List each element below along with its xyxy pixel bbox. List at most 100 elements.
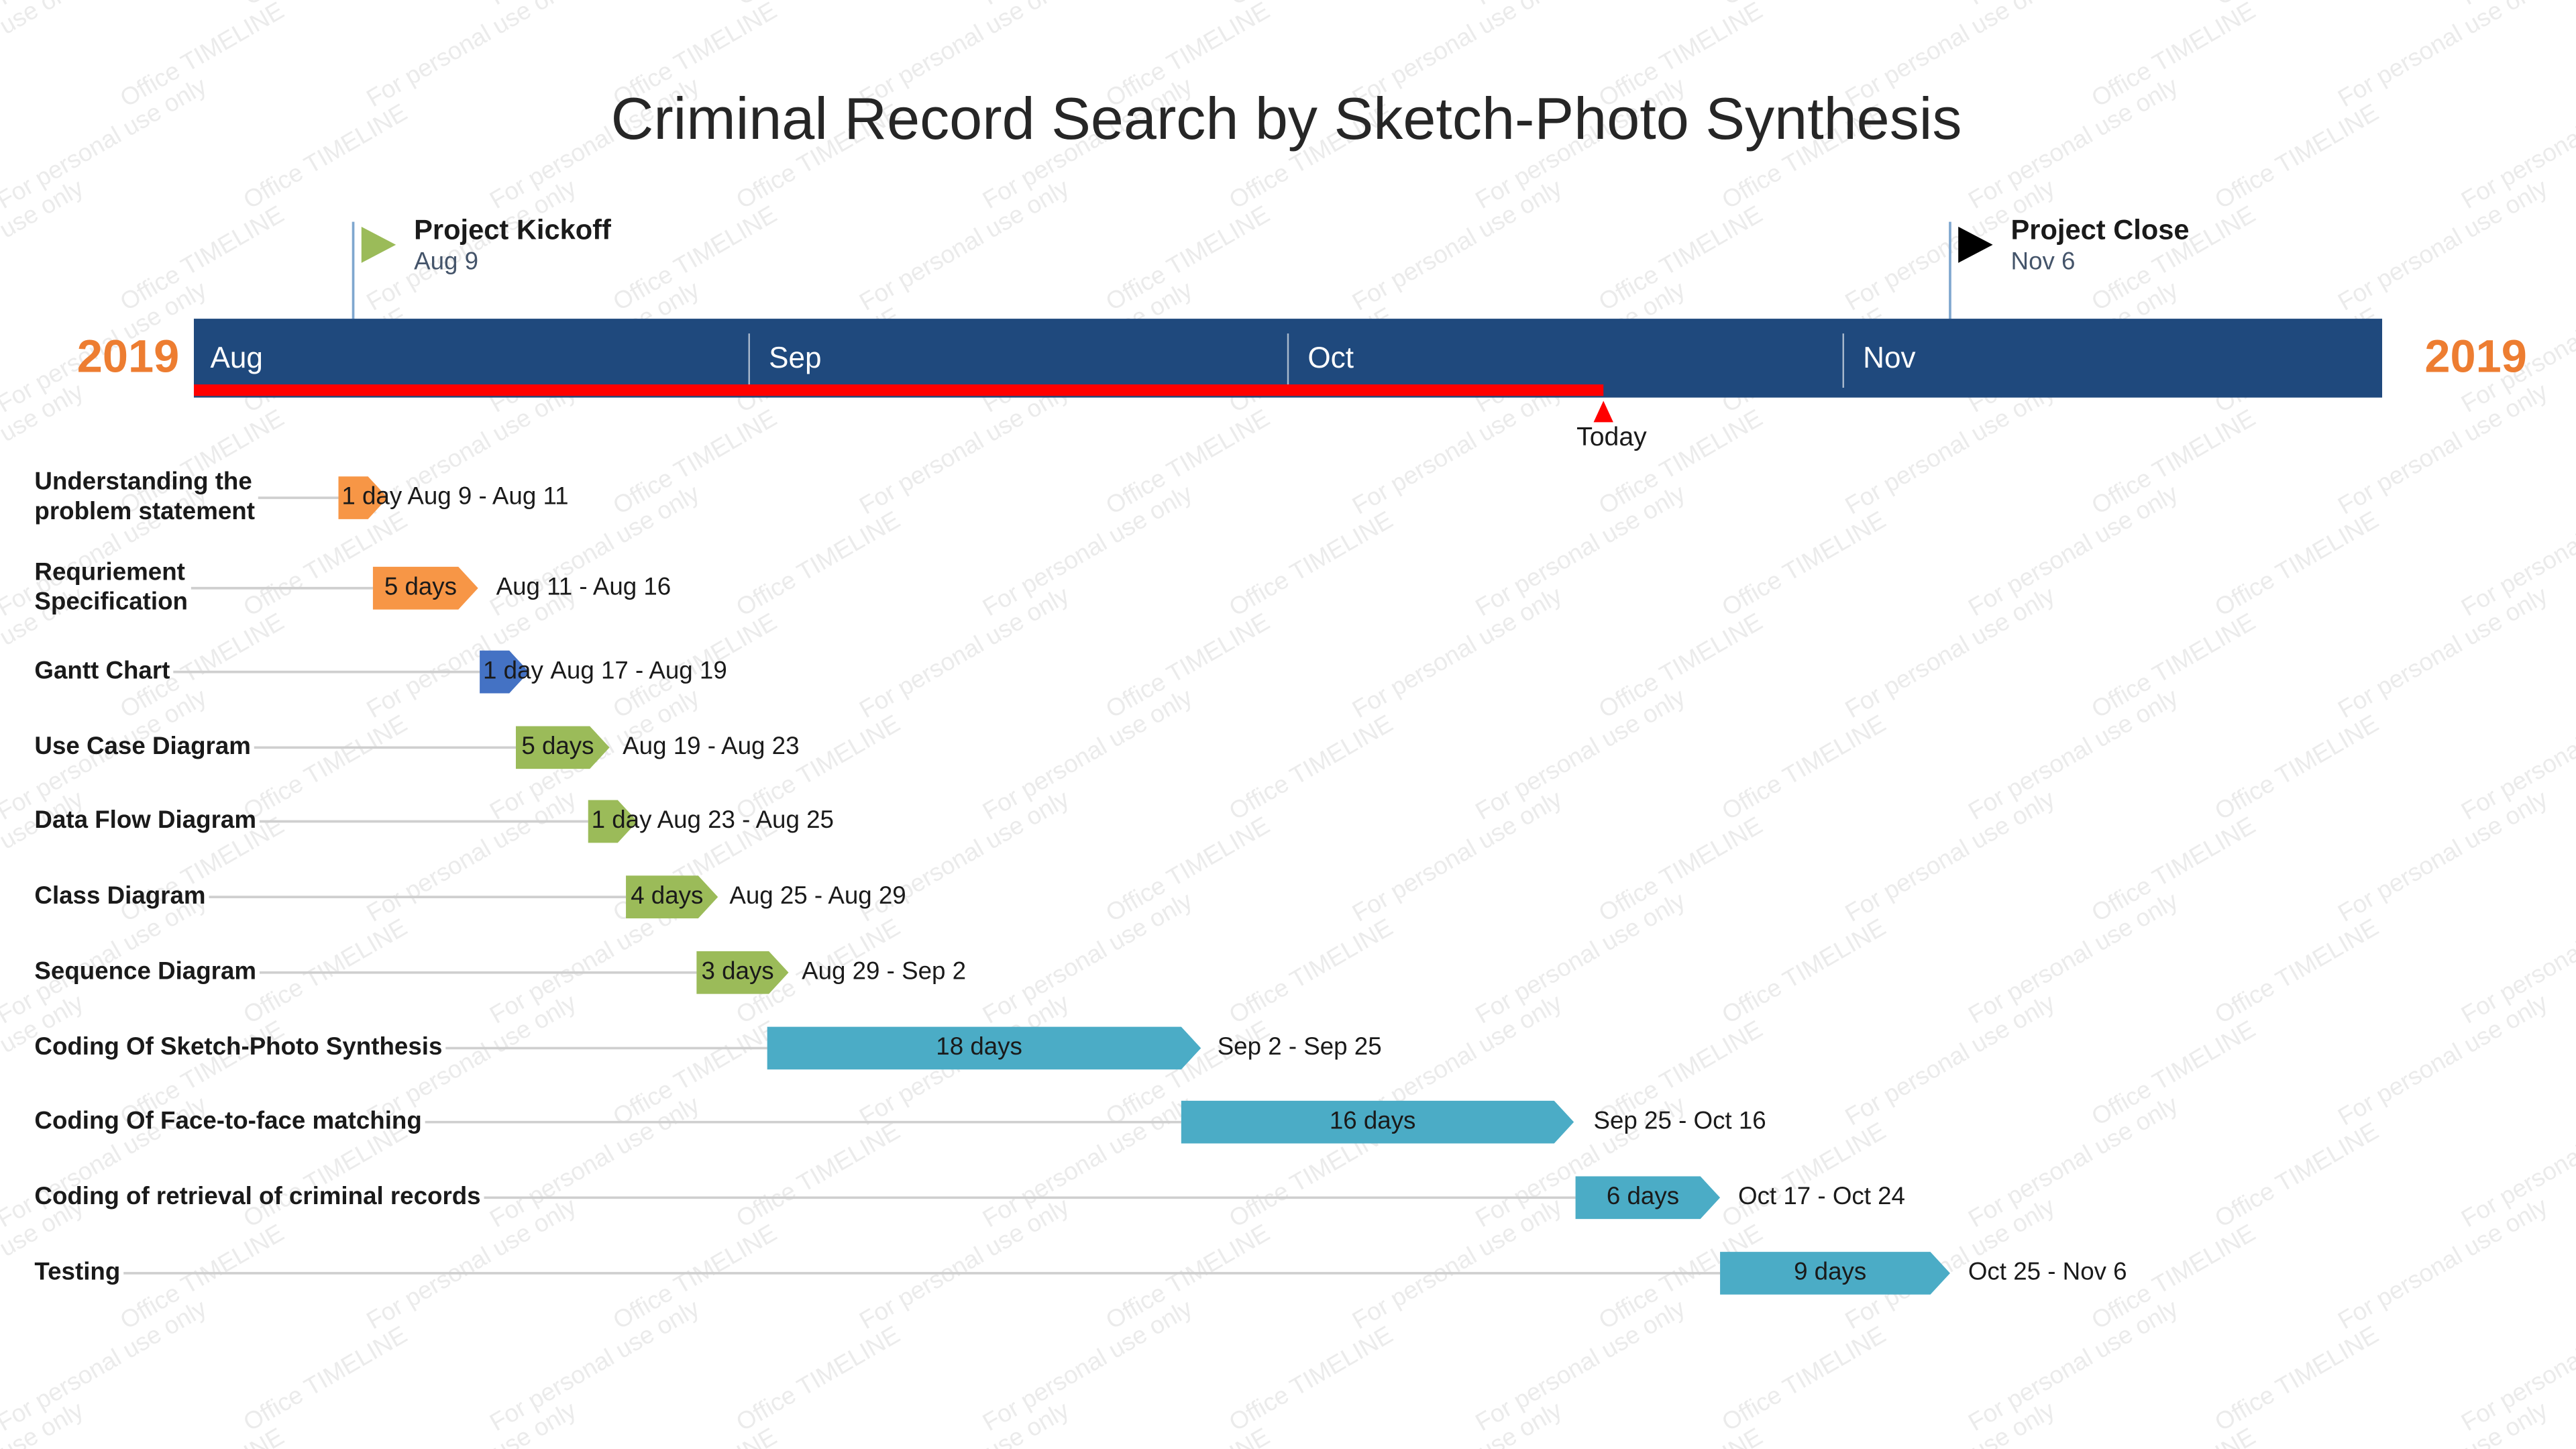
watermark: Office TIMELINE — [1717, 709, 1890, 825]
watermark: For personal use only — [0, 72, 211, 214]
task-name: Testing — [34, 1258, 120, 1285]
task-name: Requriement — [34, 557, 184, 585]
task-bar — [480, 650, 529, 694]
task-duration: 4 days — [631, 881, 703, 909]
task-bar — [696, 951, 789, 994]
today-progress — [193, 384, 1604, 396]
watermark: Office TIMELINE — [1224, 1320, 1397, 1436]
watermark: Office TIMELINE — [2210, 1117, 2383, 1233]
task-duration: 3 days — [701, 957, 773, 984]
task-bar — [1181, 1100, 1574, 1144]
task-duration: 5 days — [384, 572, 457, 600]
task-bar — [1575, 1176, 1721, 1220]
watermark: For personal use only — [1964, 683, 2183, 825]
watermark: For personal use only — [1348, 377, 1567, 519]
task-duration: 5 days — [521, 732, 594, 759]
watermark: Office TIMELINE — [1717, 506, 1890, 622]
watermark: Office TIMELINE — [239, 1320, 412, 1436]
task-bar — [1720, 1252, 1950, 1295]
watermark: Office TIMELINE — [2210, 506, 2383, 622]
today-label: Today — [1576, 423, 1647, 451]
watermark: Office TIMELINE — [2210, 709, 2383, 825]
task-name: Data Flow Diagram — [34, 806, 256, 833]
watermark: For personal use only — [2333, 173, 2553, 315]
watermark: For personal use only — [978, 1294, 1197, 1436]
watermark: For personal use only — [855, 1192, 1074, 1334]
watermark: For personal use only — [2333, 581, 2553, 723]
watermark: For personal use only — [1840, 988, 2059, 1130]
task-duration: 9 days — [1794, 1258, 1866, 1285]
watermark: For personal use only — [1348, 581, 1567, 723]
watermark: For personal use only — [2333, 988, 2553, 1130]
watermark: For personal use only — [0, 1294, 211, 1436]
watermark: For personal use only — [2333, 0, 2553, 112]
task-name: Coding Of Face-to-face matching — [34, 1106, 421, 1134]
watermark: Office TIMELINE — [1717, 1117, 1890, 1233]
watermark: For personal use only — [855, 173, 1074, 315]
watermark: For personal use only — [1470, 683, 1690, 825]
task-bar — [767, 1026, 1201, 1070]
watermark: For personal use only — [978, 479, 1197, 621]
watermark: Office TIMELINE — [1224, 709, 1397, 825]
watermark: For personal use only — [1470, 1294, 1690, 1436]
task-bar — [515, 726, 610, 769]
task-bar — [338, 476, 388, 519]
watermark: For personal use only — [1348, 784, 1567, 926]
watermark: For personal use only — [1348, 1192, 1567, 1334]
watermark: For personal use only — [2333, 1192, 2553, 1334]
milestone-date: Aug 9 — [414, 248, 478, 275]
watermark: For personal use only — [2333, 377, 2553, 519]
milestone-date: Nov 6 — [2011, 248, 2076, 275]
task-name: Coding of retrieval of criminal records — [34, 1182, 480, 1210]
task-name: Sequence Diagram — [34, 957, 256, 984]
watermark: For personal use only — [1840, 377, 2059, 519]
task-bar — [372, 566, 478, 610]
watermark: Office TIMELINE — [2210, 1320, 2383, 1436]
watermark: For personal use only — [978, 1090, 1197, 1232]
watermark: For personal use only — [1470, 886, 1690, 1028]
watermark: For personal use only — [1840, 784, 2059, 926]
watermark: Office TIMELINE — [239, 709, 412, 825]
watermark: Office TIMELINE — [1717, 913, 1890, 1029]
watermark: For personal use only — [485, 1294, 704, 1436]
watermark: Office TIMELINE — [731, 1320, 904, 1436]
task-duration: 1 day — [483, 656, 543, 684]
task-bar — [588, 800, 638, 843]
task-name: Specification — [34, 587, 188, 614]
task-name: problem statement — [34, 497, 255, 525]
task-dates: Sep 2 - Sep 25 — [1218, 1032, 1382, 1060]
month-label: Sep — [769, 341, 821, 374]
task-bar — [626, 875, 718, 918]
watermark: For personal use only — [1964, 72, 2183, 214]
watermark: Office TIMELINE — [239, 98, 412, 214]
watermark: Office TIMELINE — [239, 1117, 412, 1233]
watermark: For personal use only — [362, 0, 581, 112]
task-name: Use Case Diagram — [34, 732, 250, 759]
task-name: Class Diagram — [34, 881, 205, 909]
task-dates: Aug 23 - Aug 25 — [657, 806, 834, 833]
task-dates: Sep 25 - Oct 16 — [1594, 1106, 1766, 1134]
task-duration: 1 day — [592, 806, 652, 833]
watermark: For personal use only — [1470, 479, 1690, 621]
task-dates: Oct 25 - Nov 6 — [1968, 1258, 2127, 1285]
year-label: 2019 — [77, 330, 180, 382]
title: Criminal Record Search by Sketch-Photo S… — [611, 85, 1962, 152]
task-dates: Aug 19 - Aug 23 — [623, 732, 799, 759]
milestone-flag — [1958, 226, 1993, 263]
year-label: 2019 — [2424, 330, 2527, 382]
watermark: For personal use only — [855, 377, 1074, 519]
watermark: Office TIMELINE — [1717, 1320, 1890, 1436]
month-label: Oct — [1307, 341, 1354, 374]
watermark: For personal use only — [362, 1192, 581, 1334]
watermark: For personal use only — [0, 0, 89, 112]
watermark: For personal use only — [855, 581, 1074, 723]
task-duration: 18 days — [936, 1032, 1022, 1060]
month-label: Aug — [210, 341, 262, 374]
watermark: For personal use only — [1964, 886, 2183, 1028]
month-label: Nov — [1863, 341, 1915, 374]
watermark: For personal use only — [1964, 1090, 2183, 1232]
task-dates: Aug 25 - Aug 29 — [729, 881, 906, 909]
